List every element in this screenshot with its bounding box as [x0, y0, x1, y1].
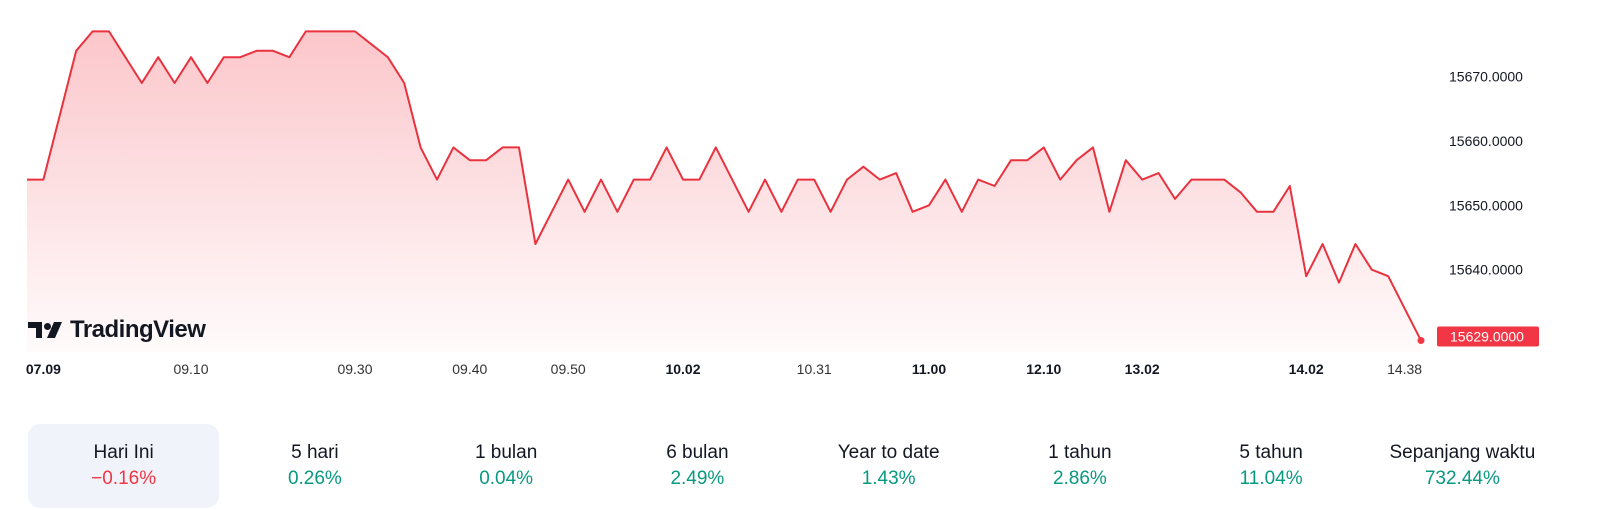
y-axis: 15670.0000 15660.0000 15650.0000 15640.0000 [1449, 69, 1523, 278]
range-label: 1 tahun [1048, 442, 1112, 463]
range-tab-6-bulan[interactable]: 6 bulan 2.49% [602, 424, 793, 508]
y-tick-label: 15650.0000 [1449, 197, 1523, 213]
x-tick-label: 09.50 [551, 361, 586, 377]
svg-text:15629.0000: 15629.0000 [1450, 329, 1524, 345]
x-tick-label: 11.00 [912, 361, 946, 377]
price-chart[interactable]: 15670.0000 15660.0000 15650.0000 15640.0000… [0, 0, 1600, 400]
range-label: Hari Ini [93, 442, 154, 463]
range-tab-1-bulan[interactable]: 1 bulan 0.04% [411, 424, 602, 508]
x-tick-label: 09.10 [173, 361, 208, 377]
range-tab-hari-ini[interactable]: Hari Ini −0.16% [28, 424, 220, 508]
range-change-value: 0.26% [287, 468, 342, 489]
range-label: 5 tahun [1239, 442, 1303, 463]
last-price-dot [1417, 337, 1425, 345]
price-area [27, 31, 1421, 353]
range-label: 6 bulan [666, 442, 729, 463]
range-change-value: 11.04% [1239, 468, 1303, 489]
range-change-value: 1.43% [861, 468, 916, 489]
tradingview-logo-icon [28, 322, 62, 338]
x-tick-label: 14.02 [1289, 361, 1324, 377]
y-tick-label: 15660.0000 [1449, 133, 1523, 149]
x-tick-label: 09.40 [452, 361, 487, 377]
y-tick-label: 15670.0000 [1449, 69, 1523, 85]
x-tick-label: 14.38 [1387, 361, 1422, 377]
x-tick-label: 12.10 [1026, 361, 1061, 377]
logo-text: TradingView [70, 316, 206, 343]
range-tab-5-hari[interactable]: 5 hari 0.26% [219, 424, 410, 508]
range-tab-year-to-date[interactable]: Year to date 1.43% [793, 424, 984, 508]
x-tick-label: 13.02 [1125, 361, 1160, 377]
range-label: Year to date [837, 442, 940, 463]
period-range-selector: Hari Ini −0.16% 5 hari 0.26% 1 bulan 0.04% 6 b… [28, 424, 1558, 508]
x-axis: 07.09 09.10 09.30 09.40 09.50 10.02 10.31 11.00… [26, 361, 1422, 377]
last-price-label: 15629.0000 [1437, 326, 1539, 347]
tradingview-logo: TradingView [28, 316, 206, 344]
x-tick-label: 07.09 [26, 361, 61, 377]
y-tick-label: 15640.0000 [1449, 262, 1523, 278]
range-change-value: 2.86% [1052, 468, 1107, 489]
range-change-value: 2.49% [670, 468, 725, 489]
x-tick-label: 09.30 [337, 361, 372, 377]
range-tab-1-tahun[interactable]: 1 tahun 2.86% [984, 424, 1175, 508]
range-tab-sepanjang-waktu[interactable]: Sepanjang waktu 732.44% [1367, 424, 1558, 508]
x-tick-label: 10.31 [797, 361, 832, 377]
range-label: Sepanjang waktu [1389, 442, 1536, 463]
range-change-value: −0.16% [91, 468, 157, 489]
range-label: 5 hari [291, 442, 339, 463]
range-change-value: 0.04% [479, 468, 534, 489]
x-tick-label: 10.02 [665, 361, 700, 377]
price-line [27, 30, 1422, 342]
range-tab-5-tahun[interactable]: 5 tahun 11.04% [1176, 424, 1367, 508]
range-change-value: 732.44% [1424, 468, 1500, 489]
range-label: 1 bulan [474, 442, 538, 463]
